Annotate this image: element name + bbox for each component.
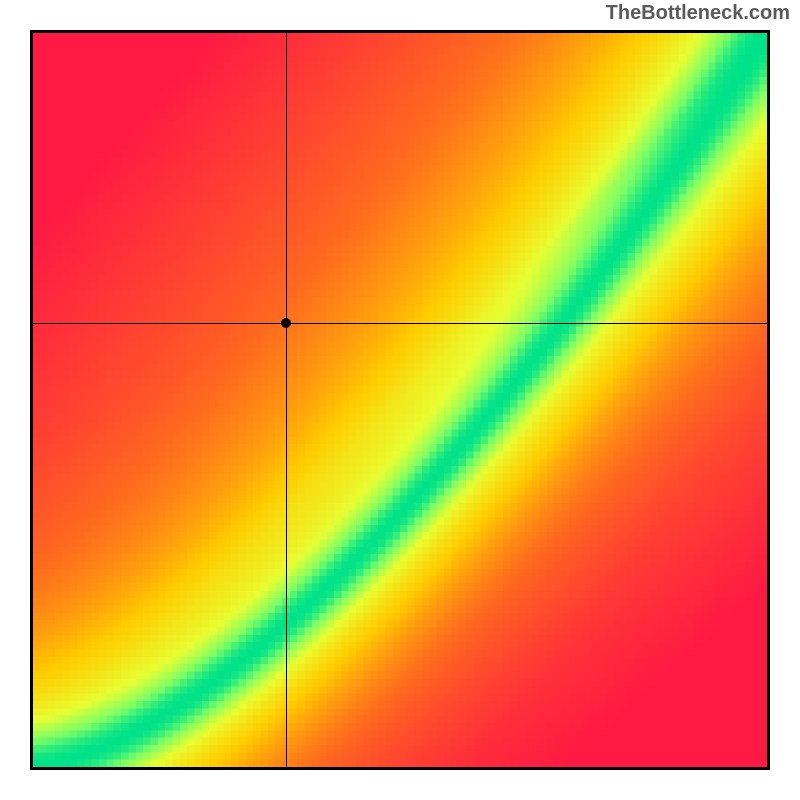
heatmap-canvas xyxy=(33,33,767,767)
plot-area xyxy=(30,30,770,770)
crosshair-horizontal xyxy=(33,323,767,324)
watermark-text: TheBottleneck.com xyxy=(606,2,790,25)
crosshair-marker xyxy=(281,318,291,328)
chart-container: TheBottleneck.com xyxy=(0,0,800,800)
crosshair-vertical xyxy=(286,33,287,767)
